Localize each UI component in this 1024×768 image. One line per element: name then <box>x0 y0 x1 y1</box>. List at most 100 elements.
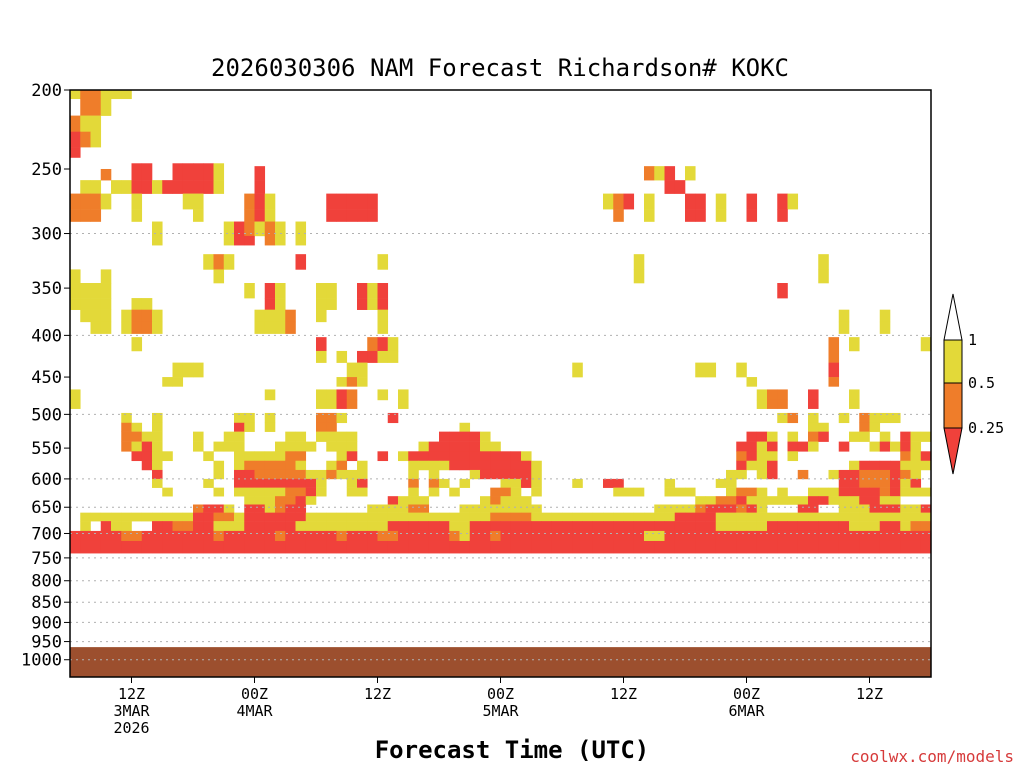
ri-cell <box>326 469 337 480</box>
ri-cell <box>387 504 399 513</box>
ri-cell <box>879 540 891 554</box>
ri-cell <box>254 487 266 497</box>
ri-cell <box>777 389 788 401</box>
ri-cell <box>879 478 891 488</box>
ri-cell <box>367 540 378 554</box>
ri-cell <box>859 478 870 488</box>
ri-cell <box>531 512 542 522</box>
ri-cell <box>193 362 204 378</box>
y-tick-label: 400 <box>31 326 62 346</box>
ri-cell <box>500 512 512 522</box>
ri-cell <box>346 362 358 378</box>
ri-cell <box>80 193 91 210</box>
ri-cell <box>203 478 214 488</box>
y-tick-label: 550 <box>31 439 62 459</box>
ri-cell <box>316 422 327 432</box>
ri-cell <box>736 469 747 480</box>
ri-cell <box>705 540 717 554</box>
ri-cell <box>326 209 337 222</box>
ri-cell <box>223 431 235 442</box>
ri-cell <box>244 193 255 210</box>
ri-cell <box>490 469 501 480</box>
ri-cell <box>777 540 788 554</box>
ri-cell <box>90 90 102 100</box>
ri-cell <box>746 377 758 387</box>
ri-cell <box>890 441 901 452</box>
ri-cell <box>346 389 358 401</box>
credit-text[interactable]: coolwx.com/models <box>850 747 1014 766</box>
ri-cell <box>869 441 881 452</box>
ri-cell <box>336 377 348 387</box>
ri-cell <box>654 166 665 181</box>
ri-cell <box>100 283 112 299</box>
ri-cell <box>859 521 870 532</box>
ri-cell <box>879 321 891 334</box>
ri-cell <box>182 180 194 194</box>
ri-cell <box>295 469 307 480</box>
x-tick-label: 00Z <box>241 685 268 703</box>
ri-cell <box>346 469 358 480</box>
ri-cell <box>869 478 881 488</box>
y-tick-label: 700 <box>31 524 62 544</box>
ri-cell <box>408 469 419 480</box>
ri-cell <box>152 422 163 432</box>
ri-cell <box>172 540 184 554</box>
ri-cell <box>808 399 819 409</box>
ri-cell <box>849 399 860 409</box>
ri-cell <box>316 399 327 409</box>
ri-cell <box>480 530 491 542</box>
ri-cell <box>357 469 368 480</box>
ri-cell <box>582 521 594 532</box>
ri-cell <box>500 540 512 554</box>
ri-cell <box>223 540 235 554</box>
ri-cell <box>326 431 337 442</box>
ri-cell <box>685 521 696 532</box>
ri-cell <box>336 431 348 442</box>
ri-cell <box>357 377 368 387</box>
ri-cell <box>623 487 635 497</box>
ri-cell <box>418 540 430 554</box>
ri-cell <box>531 478 542 488</box>
ri-cell <box>726 530 737 542</box>
ri-cell <box>162 521 173 532</box>
ri-cell <box>490 512 501 522</box>
ri-cell <box>808 530 819 542</box>
ri-cell <box>685 166 696 181</box>
ri-cell <box>767 521 778 532</box>
ri-cell <box>121 441 132 452</box>
ri-cell <box>141 163 153 181</box>
ri-cell <box>459 422 471 432</box>
ri-cell <box>326 283 337 299</box>
x-tick-label: 12Z <box>856 685 883 703</box>
ri-cell <box>203 180 214 194</box>
ri-cell <box>244 451 255 462</box>
ri-cell <box>387 512 399 522</box>
ri-cell <box>910 504 922 513</box>
ri-cell <box>777 412 788 424</box>
ri-cell <box>808 487 819 497</box>
ri-cell <box>367 298 378 310</box>
ri-cell <box>316 478 327 488</box>
ri-cell <box>131 512 143 522</box>
ri-cell <box>674 180 686 194</box>
ri-cell <box>408 460 419 471</box>
ri-cell <box>285 451 296 462</box>
ri-cell <box>562 512 573 522</box>
ri-cell <box>121 540 132 554</box>
ri-cell <box>131 321 143 334</box>
ri-cell <box>244 412 255 424</box>
ri-cell <box>767 512 778 522</box>
ri-cell <box>305 496 317 505</box>
ri-cell <box>131 163 143 181</box>
ri-cell <box>80 131 91 148</box>
ri-cell <box>316 530 327 542</box>
ri-cell <box>521 512 532 522</box>
ri-cell <box>275 540 286 554</box>
ri-cell <box>398 451 409 462</box>
ri-cell <box>449 512 460 522</box>
ri-cell <box>695 540 706 554</box>
ri-cell <box>346 540 358 554</box>
ri-cell <box>264 496 276 505</box>
ri-cell <box>367 337 378 352</box>
